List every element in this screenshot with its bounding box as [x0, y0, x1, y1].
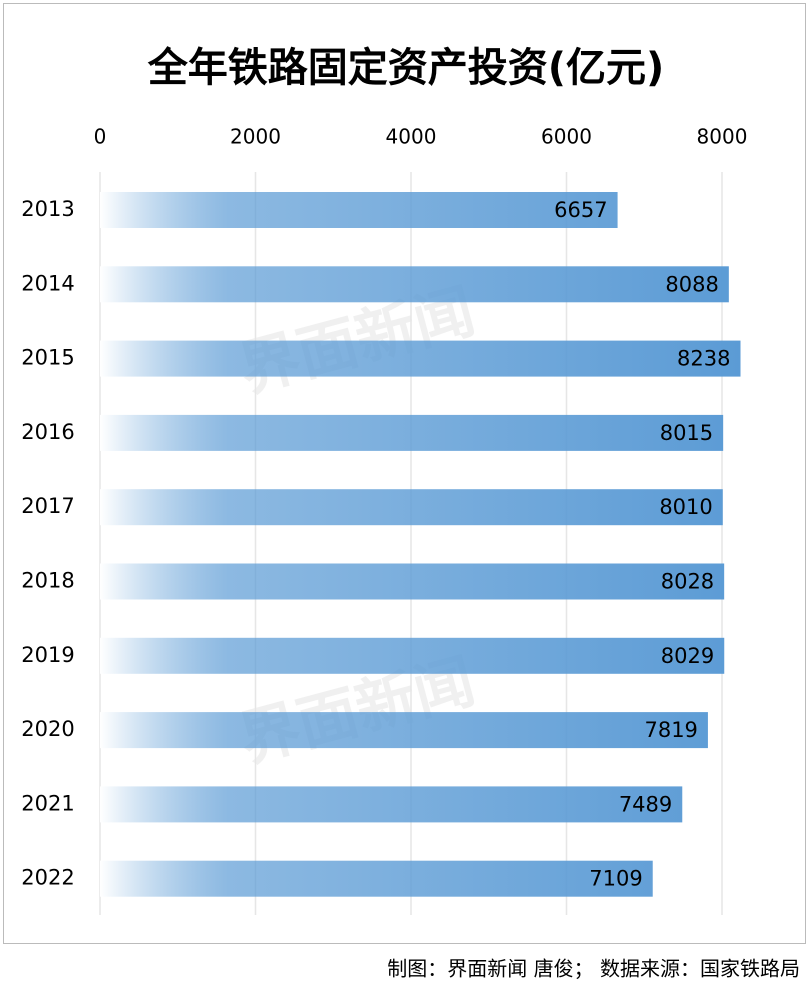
bar	[100, 489, 723, 526]
x-tick-label: 0	[94, 125, 107, 149]
bar	[100, 786, 683, 823]
x-tick-label: 8000	[697, 125, 748, 149]
value-label: 7489	[619, 792, 672, 816]
value-label: 7819	[644, 718, 697, 742]
chart-title: 全年铁路固定资产投资(亿元)	[147, 45, 665, 91]
bar	[100, 192, 618, 228]
value-label: 8088	[665, 272, 718, 296]
y-tick-label: 2020	[21, 717, 74, 741]
bar	[100, 860, 653, 897]
value-label: 6657	[554, 198, 607, 222]
x-tick-label: 6000	[541, 125, 592, 149]
bar	[100, 712, 708, 749]
bar	[100, 340, 741, 377]
x-tick-label: 2000	[230, 125, 281, 149]
y-tick-label: 2022	[21, 866, 74, 890]
frame	[3, 3, 806, 944]
source-note: 制图：界面新闻 唐俊； 数据来源：国家铁路局	[387, 957, 800, 981]
y-tick-label: 2018	[21, 569, 74, 593]
bar	[100, 637, 725, 674]
value-label: 8029	[661, 644, 714, 668]
y-tick-label: 2021	[21, 791, 74, 815]
value-label: 8028	[661, 570, 714, 594]
bar	[100, 266, 729, 303]
bar	[100, 563, 725, 600]
value-label: 8238	[677, 347, 730, 371]
value-label: 7109	[589, 867, 642, 891]
y-tick-label: 2015	[21, 346, 74, 370]
y-tick-label: 2014	[21, 271, 74, 295]
value-label: 8015	[660, 421, 713, 445]
y-tick-label: 2016	[21, 420, 74, 444]
y-tick-label: 2013	[21, 197, 74, 221]
x-tick-label: 4000	[386, 125, 437, 149]
value-label: 8010	[659, 495, 712, 519]
y-tick-label: 2017	[21, 494, 74, 518]
bar	[100, 414, 724, 451]
y-tick-label: 2019	[21, 643, 74, 667]
